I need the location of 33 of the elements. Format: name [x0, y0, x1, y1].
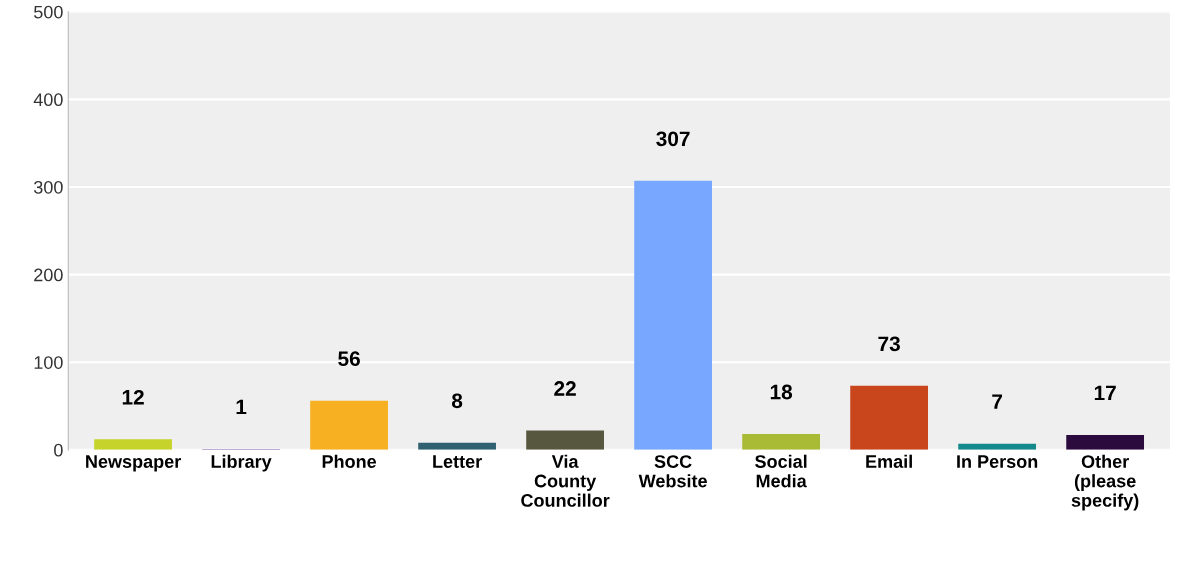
x-tick-label: SCC Website [638, 455, 707, 488]
y-tick-label: 500 [34, 5, 63, 19]
bar [310, 400, 388, 450]
y-tick-label: 300 [33, 180, 63, 194]
y-tick-label: 400 [33, 93, 63, 107]
data-label: 307 [656, 131, 690, 147]
x-tick-label: In Person [957, 455, 1038, 468]
data-label: 8 [451, 393, 463, 409]
y-tick-label: 100 [34, 356, 63, 369]
data-label: 17 [1094, 385, 1116, 401]
x-tick-label: Phone [322, 454, 377, 468]
bar [94, 439, 172, 450]
bar [1066, 434, 1145, 450]
data-label: 1 [236, 399, 247, 415]
y-tick-label: 0 [54, 443, 63, 457]
bar [526, 430, 604, 450]
y-tick-label: 200 [34, 268, 63, 282]
x-tick-label: Via County Councillor [521, 454, 610, 507]
data-label: 7 [992, 394, 1002, 409]
x-tick-label: Other (please specify) [1071, 454, 1139, 511]
data-label: 73 [878, 336, 900, 352]
x-tick-label: Library [211, 454, 272, 472]
data-label: 22 [554, 381, 576, 396]
data-label: 12 [122, 389, 144, 405]
data-label: 18 [770, 384, 793, 400]
bar [634, 180, 712, 450]
x-tick-label: Social Media [755, 454, 807, 488]
bar [850, 385, 928, 450]
data-label: 56 [338, 351, 360, 367]
x-tick-label: Email [866, 454, 912, 468]
bar [742, 434, 820, 450]
x-tick-label: Letter [433, 455, 482, 468]
x-tick-label: Newspaper [86, 455, 181, 472]
